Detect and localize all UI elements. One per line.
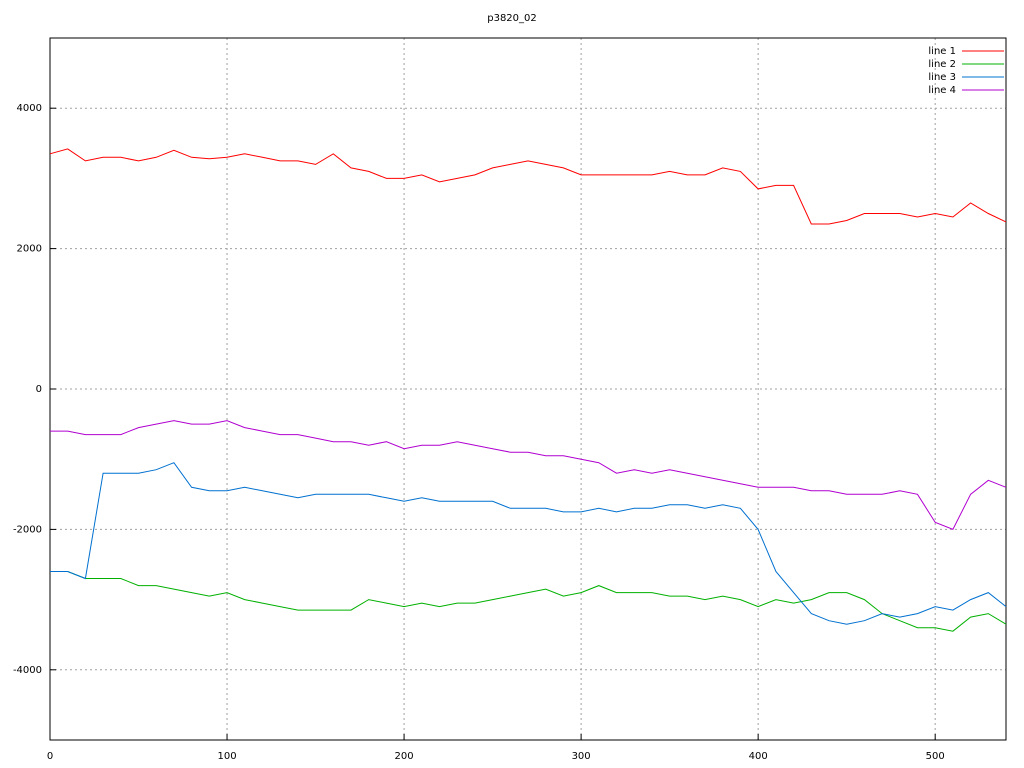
y-tick-label: -4000 xyxy=(13,665,42,676)
plot-frame xyxy=(49,37,1007,741)
x-tick-label: 500 xyxy=(926,751,945,762)
x-tick-label: 200 xyxy=(395,751,414,762)
series-line xyxy=(49,148,1007,225)
y-tick-label: -2000 xyxy=(13,524,42,535)
x-tick-label: 100 xyxy=(217,751,236,762)
series-line xyxy=(50,571,1007,632)
legend-label: line 4 xyxy=(928,85,956,96)
y-tick-label: 0 xyxy=(36,384,42,395)
y-tick-label: 2000 xyxy=(17,244,42,255)
series-line xyxy=(50,462,1007,625)
x-tick-label: 0 xyxy=(47,751,53,762)
legend-label: line 2 xyxy=(928,59,956,70)
legend-label: line 1 xyxy=(928,46,956,57)
x-tick-label: 300 xyxy=(572,751,591,762)
y-tick-label: 4000 xyxy=(17,103,42,114)
chart-title: p3820_02 xyxy=(487,13,537,24)
x-tick-label: 400 xyxy=(749,751,768,762)
series-line xyxy=(50,420,1007,531)
legend-label: line 3 xyxy=(928,72,956,83)
